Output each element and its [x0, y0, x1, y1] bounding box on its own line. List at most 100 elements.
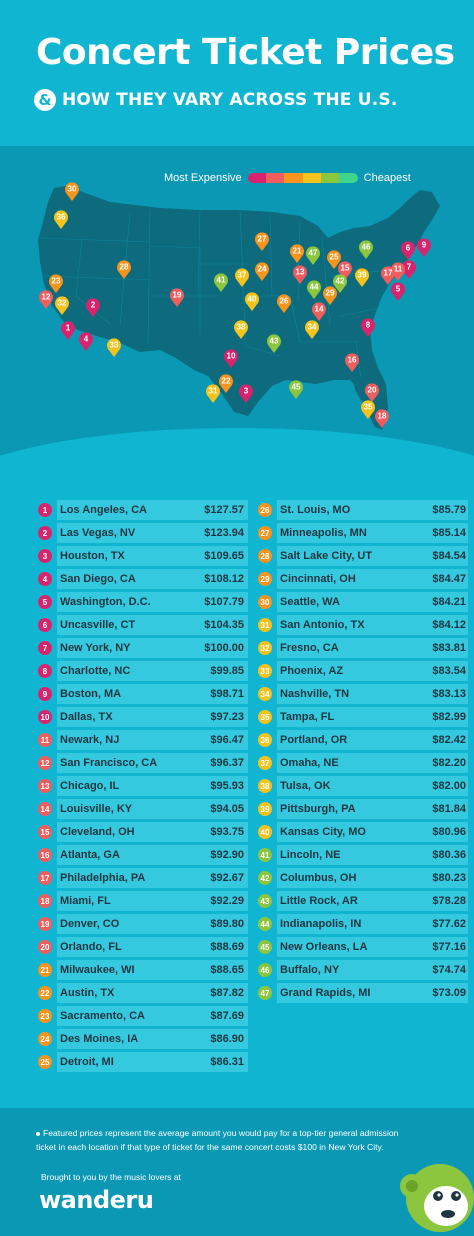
city-bar: Minneapolis, MN $85.14 — [277, 523, 468, 543]
list-item: 4 San Diego, CA $108.12 — [38, 569, 248, 589]
city-bar: Orlando, FL $88.69 — [57, 937, 248, 957]
map-pin-label: 41 — [217, 276, 226, 285]
map-pin: 5 — [391, 282, 405, 301]
city-bar: Philadelphia, PA $92.67 — [57, 868, 248, 888]
map-pin: 41 — [214, 273, 228, 292]
map-pin-marker — [417, 238, 431, 257]
list-item: 9 Boston, MA $98.71 — [38, 684, 248, 704]
map-pin: 31 — [206, 384, 220, 403]
map-pin-marker — [333, 274, 347, 293]
map-pin-label: 22 — [222, 377, 231, 386]
list-item: 46 Buffalo, NY $74.74 — [258, 960, 468, 980]
map-pin: 19 — [170, 288, 185, 307]
rank-badge: 25 — [38, 1055, 52, 1069]
wanderu-logo[interactable]: wanderu — [39, 1186, 154, 1214]
city-bar: San Francisco, CA $96.37 — [57, 753, 248, 773]
rank-badge: 20 — [38, 940, 52, 954]
city-bar: Chicago, IL $95.93 — [57, 776, 248, 796]
city-name: Milwaukee, WI — [60, 964, 135, 976]
monkey-mascot-icon — [400, 1164, 474, 1232]
map-pin-label: 42 — [336, 277, 345, 286]
city-price: $97.23 — [210, 711, 244, 723]
footer: Featured prices represent the average am… — [0, 1108, 474, 1236]
rank-badge: 2 — [38, 526, 52, 540]
city-bar: Tulsa, OK $82.00 — [277, 776, 468, 796]
map-pin: 13 — [293, 265, 307, 284]
city-bar: Omaha, NE $82.20 — [277, 753, 468, 773]
map-pin: 9 — [417, 238, 431, 257]
rank-badge: 29 — [258, 572, 272, 586]
rank-badge: 39 — [258, 802, 272, 816]
map-pin: 2 — [86, 298, 100, 317]
city-name: Sacramento, CA — [60, 1010, 145, 1022]
city-bar: Washington, D.C. $107.79 — [57, 592, 248, 612]
city-price: $77.16 — [432, 941, 466, 953]
map-pin-marker — [107, 338, 121, 357]
city-name: Las Vegas, NV — [60, 527, 136, 539]
map-pin-label: 38 — [237, 323, 246, 332]
city-bar: Tampa, FL $82.99 — [277, 707, 468, 727]
list-item: 3 Houston, TX $109.65 — [38, 546, 248, 566]
list-item: 43 Little Rock, AR $78.28 — [258, 891, 468, 911]
map-pin-marker — [267, 334, 282, 353]
map-pin-marker — [55, 296, 69, 315]
map-pin: 7 — [402, 260, 416, 279]
rank-badge: 7 — [38, 641, 52, 655]
map-pin-label: 16 — [348, 356, 357, 365]
city-price: $109.65 — [204, 550, 244, 562]
city-price: $84.54 — [432, 550, 466, 562]
city-price: $94.05 — [210, 803, 244, 815]
list-item: 25 Detroit, MI $86.31 — [38, 1052, 248, 1072]
list-item: 14 Louisville, KY $94.05 — [38, 799, 248, 819]
list-item: 19 Denver, CO $89.80 — [38, 914, 248, 934]
rank-badge: 31 — [258, 618, 272, 632]
list-item: 7 New York, NY $100.00 — [38, 638, 248, 658]
us-mainland-shape — [38, 186, 440, 428]
city-price: $73.09 — [432, 987, 466, 999]
list-item: 38 Tulsa, OK $82.00 — [258, 776, 468, 796]
map-pin-marker — [359, 240, 373, 259]
city-price: $98.71 — [210, 688, 244, 700]
city-price: $82.99 — [432, 711, 466, 723]
city-bar: Lincoln, NE $80.36 — [277, 845, 468, 865]
rank-badge: 35 — [258, 710, 272, 724]
map-pin-label: 28 — [120, 263, 129, 272]
list-item: 11 Newark, NJ $96.47 — [38, 730, 248, 750]
map-pin-label: 29 — [326, 289, 335, 298]
rank-badge: 9 — [38, 687, 52, 701]
rank-badge: 14 — [38, 802, 52, 816]
city-name: Orlando, FL — [60, 941, 122, 953]
map-pin: 24 — [255, 262, 270, 281]
city-price: $92.90 — [210, 849, 244, 861]
footnote-text: Featured prices represent the average am… — [36, 1128, 399, 1152]
rank-badge: 22 — [38, 986, 52, 1000]
city-price: $100.00 — [204, 642, 244, 654]
subtitle-row: & HOW THEY VARY ACROSS THE U.S. — [34, 89, 398, 111]
map-pin-label: 24 — [258, 265, 267, 274]
city-name: Nashville, TN — [280, 688, 350, 700]
map-pin: 10 — [224, 349, 238, 368]
map-pin: 35 — [361, 400, 375, 419]
map-pin: 21 — [290, 244, 304, 263]
map-pin: 28 — [117, 260, 132, 279]
city-bar: Des Moines, IA $86.90 — [57, 1029, 248, 1049]
map-pin-marker — [54, 210, 68, 229]
list-item: 47 Grand Rapids, MI $73.09 — [258, 983, 468, 1003]
city-bar: Atlanta, GA $92.90 — [57, 845, 248, 865]
city-name: San Francisco, CA — [60, 757, 158, 769]
map-pin-label: 31 — [209, 387, 218, 396]
city-price: $80.96 — [432, 826, 466, 838]
map-pin: 33 — [107, 338, 121, 357]
list-item: 26 St. Louis, MO $85.79 — [258, 500, 468, 520]
city-bar: San Antonio, TX $84.12 — [277, 615, 468, 635]
map-pin-marker — [235, 268, 250, 287]
city-bar: Cincinnati, OH $84.47 — [277, 569, 468, 589]
city-name: Cincinnati, OH — [280, 573, 356, 585]
map-pin-marker — [206, 384, 220, 403]
rank-badge: 10 — [38, 710, 52, 724]
list-item: 30 Seattle, WA $84.21 — [258, 592, 468, 612]
city-bar: Austin, TX $87.82 — [57, 983, 248, 1003]
legend-color-bar — [247, 173, 358, 183]
city-name: Kansas City, MO — [280, 826, 366, 838]
list-item: 45 New Orleans, LA $77.16 — [258, 937, 468, 957]
